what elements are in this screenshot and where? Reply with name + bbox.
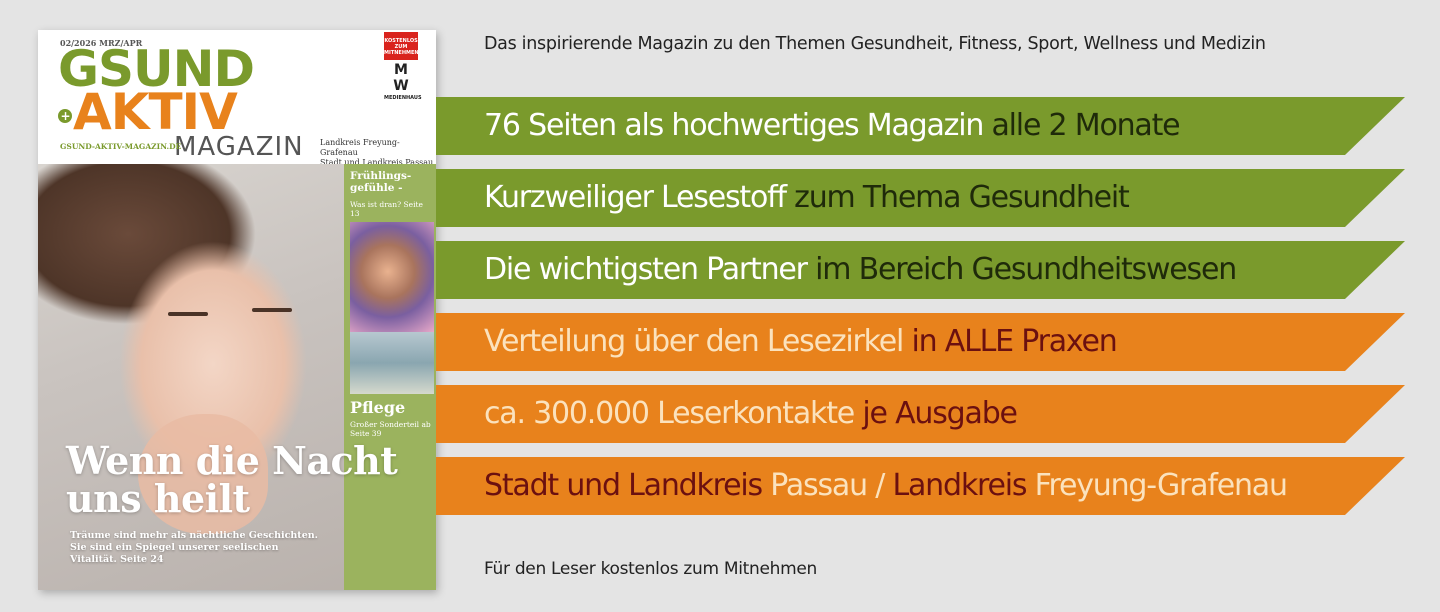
band-2-highlight: Kurzweiliger Lesestoff [484, 180, 787, 215]
publisher-logo-sub: MEDIENHAUS [384, 95, 422, 101]
cover-headline: Wenn die Nacht uns heilt [66, 438, 398, 521]
plus-icon: + [58, 108, 72, 123]
cover-issue-date: 02/2026 MRZ/APR [60, 38, 143, 48]
band-3-rest: im Bereich Gesundheitswesen [806, 252, 1237, 287]
band-2-rest: zum Thema Gesundheit [785, 180, 1130, 215]
band-shape-3 [436, 241, 1405, 299]
photo-eye-right [252, 308, 292, 312]
photo-hand [138, 414, 268, 534]
band-6-part4: Freyung-Grafenau [1026, 468, 1288, 503]
sidebar-pflege-subtitle: Großer Sonderteil ab Seite 39 [350, 420, 431, 438]
band-6-part1: Stadt und Landkreis [484, 468, 763, 503]
band-text-5: ca. 300.000 Leserkontakte je Ausgabe [484, 385, 1018, 443]
free-badge: KOSTENLOS ZUM MITNEHMEN [384, 32, 419, 60]
band-shape-1 [436, 97, 1405, 155]
footer-note: Für den Leser kostenlos zum Mitnehmen [484, 559, 817, 579]
band-4-highlight: Verteilung über den Lesezirkel [484, 324, 904, 359]
band-shape-2 [436, 169, 1405, 227]
magazine-cover: 02/2026 MRZ/APR GSUND +AKTIV MAGAZIN GSU… [38, 30, 436, 590]
band-shape-4 [436, 313, 1405, 371]
band-5-highlight: ca. 300.000 Leserkontakte [484, 396, 855, 431]
cover-url: GSUND-AKTIV-MAGAZIN.DE [60, 142, 182, 151]
band-text-6: Stadt und Landkreis Passau / Landkreis F… [484, 457, 1288, 515]
publisher-logo: M W MEDIENHAUS [384, 62, 422, 102]
band-text-3: Die wichtigsten Partner im Bereich Gesun… [484, 241, 1237, 299]
cover-region: Landkreis Freyung-Grafenau Stadt und Lan… [320, 138, 436, 168]
logo-gsund: GSUND [58, 40, 255, 98]
tagline: Das inspirierende Magazin zu den Themen … [484, 34, 1266, 54]
band-1-highlight: 76 Seiten als hochwertiges Magazin [484, 108, 984, 143]
band-4-rest: in ALLE Praxen [903, 324, 1118, 359]
band-text-4: Verteilung über den Lesezirkel in ALLE P… [484, 313, 1118, 371]
band-shape-6 [436, 457, 1405, 515]
publisher-logo-text: M W [393, 62, 409, 94]
cover-teaser: Träume sind mehr als nächtliche Geschich… [70, 530, 318, 565]
band-1-rest: alle 2 Monate [983, 108, 1180, 143]
band-text-2: Kurzweiliger Lesestoff zum Thema Gesundh… [484, 169, 1130, 227]
band-3-highlight: Die wichtigsten Partner [484, 252, 808, 287]
magazine-logo: GSUND +AKTIV MAGAZIN [58, 40, 358, 160]
logo-aktiv: +AKTIV [58, 87, 358, 137]
band-5-rest: je Ausgabe [854, 396, 1018, 431]
sidebar-title: Frühlings-gefühle - [350, 170, 412, 194]
sidebar-image-care [350, 332, 434, 394]
band-text-1: 76 Seiten als hochwertiges Magazin alle … [484, 97, 1181, 155]
band-6-part3: Landkreis [892, 468, 1027, 503]
photo-eye-left [168, 312, 208, 316]
logo-magazin: MAGAZIN [174, 132, 304, 162]
sidebar-pflege-title: Pflege [350, 398, 406, 417]
sidebar-subtitle: Was ist dran? Seite 13 [350, 200, 423, 218]
logo-aktiv-text: AKTIV [73, 83, 238, 141]
cover-region-line1: Landkreis Freyung-Grafenau [320, 138, 400, 157]
band-shape-5 [436, 385, 1405, 443]
cover-region-line2: Stadt und Landkreis Passau [320, 158, 434, 167]
band-6-part2: Passau / [761, 468, 893, 503]
sidebar-image-woman [350, 222, 434, 332]
